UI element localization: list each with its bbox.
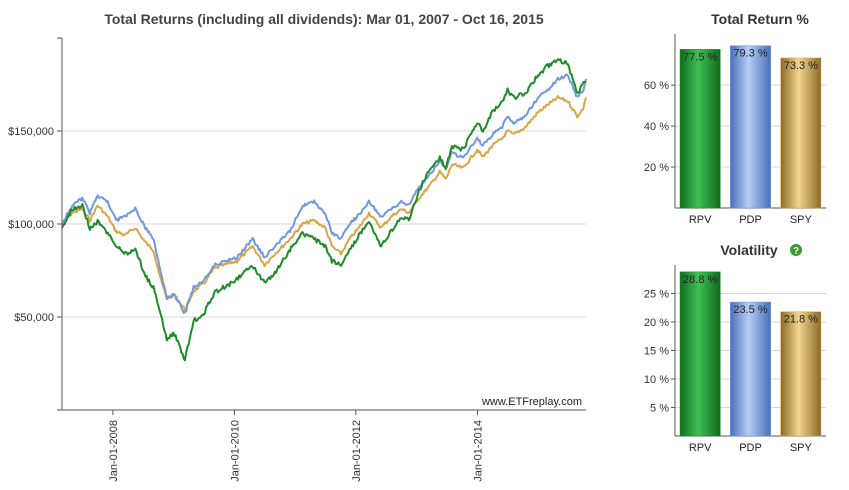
volatility-title: Volatility (720, 242, 778, 258)
bar-value-label: 23.5 % (733, 304, 767, 316)
credit-label: www.ETFreplay.com (481, 396, 582, 408)
x-tick-label: Jan-01-2012 (351, 420, 363, 482)
total-returns-line-chart: Total Returns (including all dividends):… (8, 11, 587, 482)
bar-y-tick-label: 5 % (650, 403, 669, 415)
bar-value-label: 28.8 % (683, 274, 717, 286)
bar-category-label: SPY (790, 442, 813, 454)
bar-y-tick-label: 20 % (644, 317, 669, 329)
line-chart-series (61, 58, 587, 362)
total-return-bar-chart: Total Return % 20 % 40 % 60 % 77.5 % RPV 79.3… (644, 11, 826, 226)
series-line-pdp (61, 73, 587, 314)
line-chart-x-axis: Jan-01-2008 Jan-01-2010 Jan-01-2012 Jan-01-… (108, 410, 484, 482)
bar-value-label: 77.5 % (683, 51, 717, 63)
bar-rpv (679, 49, 721, 209)
bar-spy (780, 57, 822, 209)
bar-category-label: RPV (689, 442, 712, 454)
x-tick-label: Jan-01-2008 (108, 420, 120, 482)
bar-category-label: RPV (689, 214, 712, 226)
total-return-title: Total Return % (711, 11, 809, 27)
y-tick-label: $150,000 (8, 126, 54, 138)
question-icon[interactable]: ? (790, 244, 802, 257)
line-chart-grid (62, 130, 586, 318)
x-tick-label: Jan-01-2014 (472, 420, 484, 482)
bar-y-tick-label: 10 % (644, 374, 669, 386)
bar-spy (780, 311, 822, 437)
bar-y-tick-label: 15 % (644, 346, 669, 358)
y-tick-label: $100,000 (8, 219, 54, 231)
series-line-rpv (61, 58, 587, 362)
svg-text:?: ? (793, 246, 799, 257)
bar-pdp (730, 301, 771, 437)
bar-category-label: PDP (739, 214, 762, 226)
bar-y-tick-label: 40 % (644, 121, 669, 133)
bar-category-label: SPY (790, 214, 813, 226)
line-chart-title: Total Returns (including all dividends):… (104, 11, 544, 27)
bar-category-label: PDP (739, 442, 762, 454)
line-chart-y-axis: $50,000 $100,000 $150,000 (8, 37, 62, 411)
bar-value-label: 79.3 % (733, 48, 767, 60)
bar-y-tick-label: 20 % (644, 162, 669, 174)
bar-value-label: 73.3 % (784, 60, 818, 72)
bar-y-tick-label: 25 % (644, 289, 669, 301)
series-line-spy (61, 95, 587, 312)
bar-value-label: 21.8 % (784, 314, 818, 326)
y-tick-label: $50,000 (14, 312, 54, 324)
bar-pdp (730, 45, 771, 209)
x-tick-label: Jan-01-2010 (229, 420, 241, 482)
volatility-bar-chart: Volatility ? 5 % 10 % 15 % 20 % 25 % 28.8 % RP… (644, 242, 826, 454)
bar-rpv (679, 271, 721, 437)
bar-y-tick-label: 60 % (644, 80, 669, 92)
